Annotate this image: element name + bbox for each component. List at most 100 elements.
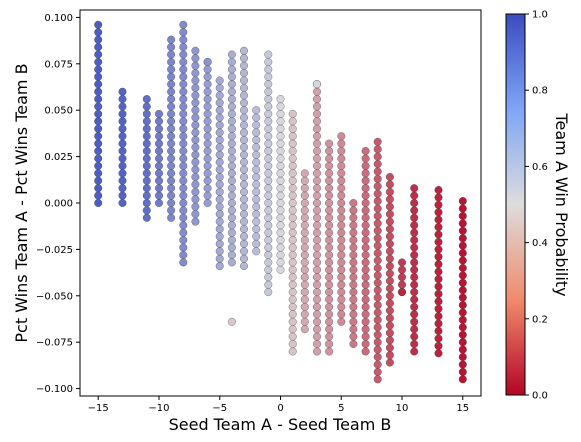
data-point	[240, 232, 248, 241]
data-point	[300, 199, 309, 207]
data-point	[167, 191, 176, 200]
data-point	[118, 161, 127, 170]
data-point	[313, 161, 321, 170]
data-point	[349, 213, 358, 222]
data-point	[142, 206, 151, 215]
data-point	[215, 195, 224, 204]
data-point	[264, 199, 273, 207]
data-point	[458, 345, 467, 354]
data-point	[227, 258, 236, 267]
data-point	[240, 69, 248, 78]
data-point	[94, 147, 103, 155]
data-point	[276, 258, 285, 267]
data-point	[240, 91, 248, 100]
data-point	[361, 243, 370, 252]
data-point	[118, 139, 127, 148]
data-point	[361, 295, 370, 304]
data-point	[252, 210, 261, 219]
data-point	[264, 132, 273, 141]
data-point	[373, 167, 382, 176]
data-point	[434, 282, 443, 291]
data-point	[252, 128, 261, 137]
data-point	[227, 80, 236, 89]
data-point	[288, 184, 297, 193]
data-point	[167, 95, 176, 104]
data-point	[337, 199, 346, 207]
data-point	[215, 210, 224, 219]
data-point	[325, 340, 334, 348]
data-point	[410, 295, 419, 304]
data-point	[410, 191, 419, 200]
x-tick-label: 5	[338, 403, 344, 414]
data-point	[337, 236, 346, 245]
data-point	[288, 139, 297, 148]
y-tick-label: −0.100	[36, 384, 73, 395]
data-point	[410, 302, 419, 311]
data-point	[276, 191, 285, 200]
colorbar-tick-label: 0.6	[532, 162, 548, 173]
data-point	[94, 58, 103, 66]
colorbar-tick-label: 1.0	[532, 10, 548, 21]
data-point	[385, 210, 394, 219]
data-point	[458, 338, 467, 347]
data-point	[349, 302, 358, 311]
data-point	[264, 139, 273, 148]
data-point	[227, 147, 236, 155]
data-point	[155, 154, 163, 163]
data-point	[142, 102, 151, 111]
data-point	[385, 195, 394, 204]
data-point	[264, 265, 273, 274]
data-point	[458, 330, 467, 339]
data-point	[410, 347, 419, 356]
data-point	[458, 249, 467, 258]
data-point	[337, 258, 346, 267]
data-point	[288, 251, 297, 259]
data-point	[227, 117, 236, 126]
data-point	[313, 273, 321, 282]
data-point	[361, 251, 370, 259]
data-point	[227, 243, 236, 252]
data-point	[142, 154, 151, 163]
data-point	[203, 72, 212, 81]
data-point	[385, 202, 394, 211]
data-point	[118, 176, 127, 185]
data-point	[288, 295, 297, 304]
data-point	[385, 336, 394, 345]
data-point	[385, 284, 394, 293]
data-point	[434, 319, 443, 328]
data-point	[313, 184, 321, 193]
data-point	[313, 310, 321, 319]
data-point	[179, 191, 188, 200]
data-point	[142, 124, 151, 133]
data-point	[203, 169, 212, 178]
data-point	[373, 353, 382, 361]
y-tick-label: 0.075	[44, 59, 73, 70]
data-point	[191, 128, 200, 137]
data-point	[276, 109, 285, 118]
data-point	[191, 158, 200, 167]
data-point	[240, 143, 248, 152]
data-point	[142, 199, 151, 207]
data-point	[179, 251, 188, 259]
data-point	[264, 236, 273, 245]
data-point	[94, 132, 103, 141]
data-point	[300, 206, 309, 215]
data-point	[264, 280, 273, 289]
data-point	[191, 150, 200, 159]
data-point	[373, 145, 382, 154]
data-point	[288, 340, 297, 348]
data-point	[264, 80, 273, 89]
data-point	[349, 340, 358, 348]
data-point	[373, 345, 382, 354]
data-point	[179, 87, 188, 96]
data-point	[373, 256, 382, 265]
data-point	[240, 121, 248, 130]
data-point	[373, 234, 382, 243]
data-point	[385, 328, 394, 337]
data-point	[264, 102, 273, 111]
data-point	[288, 154, 297, 163]
data-point	[458, 375, 467, 384]
data-point	[373, 375, 382, 384]
data-point	[361, 184, 370, 193]
data-point	[276, 228, 285, 237]
